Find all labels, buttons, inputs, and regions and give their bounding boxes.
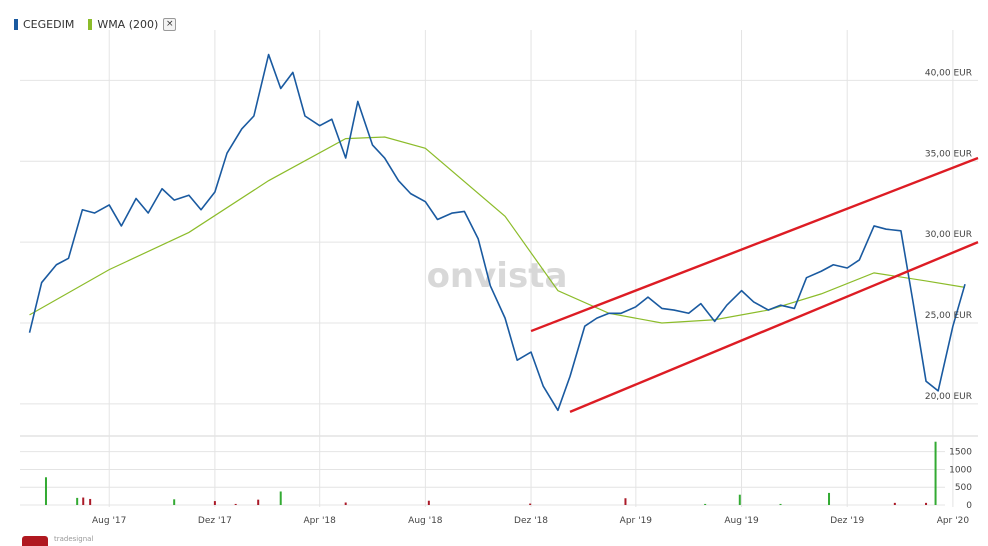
x-tick-label: Aug '18 [408, 516, 443, 526]
legend-item-price[interactable]: CEGEDIM [14, 18, 74, 31]
chart-legend: CEGEDIM WMA (200) × [14, 18, 184, 31]
volume-bar [173, 499, 176, 505]
legend-swatch-price [14, 19, 18, 30]
tradesignal-logo [22, 536, 48, 546]
wma-line [29, 136, 966, 324]
legend-label-wma: WMA (200) [97, 18, 159, 31]
volume-bar [234, 503, 237, 505]
x-axis: Aug '17 Dez '17 Apr '18 Aug '18 Dez '18 Apr '… [92, 516, 969, 526]
volume-bar [344, 502, 347, 505]
price-tick-label: 30,00 EUR [925, 230, 972, 240]
volume-bar [82, 497, 85, 505]
x-tick-label: Aug '19 [724, 516, 759, 526]
channel-lower-line [569, 241, 979, 414]
grid [20, 30, 978, 507]
volume-tick-label: 500 [955, 483, 972, 493]
price-line [28, 53, 966, 412]
volume-bar [213, 501, 216, 505]
volume-bar [624, 498, 627, 505]
x-tick-label: Apr '18 [304, 516, 337, 526]
volume-tick-label: 1000 [949, 465, 972, 475]
volume-tick-label: 0 [966, 501, 972, 511]
legend-label-price: CEGEDIM [23, 18, 75, 31]
x-tick-label: Dez '18 [514, 516, 548, 526]
channel-upper-line [530, 156, 979, 333]
legend-item-wma[interactable]: WMA (200) × [88, 18, 177, 31]
close-icon[interactable]: × [163, 18, 177, 31]
price-tick-label: 25,00 EUR [925, 311, 972, 321]
volume-bar [89, 498, 92, 505]
volume-bar [44, 477, 47, 505]
y-axis-price: 40,00 EUR 35,00 EUR 30,00 EUR 25,00 EUR 20,0… [925, 68, 972, 401]
volume-layer [44, 441, 937, 505]
legend-swatch-wma [88, 19, 93, 30]
watermark: onvista [427, 256, 568, 296]
trend-channel [530, 156, 979, 414]
volume-bar [279, 491, 282, 505]
x-tick-label: Dez '17 [198, 516, 232, 526]
volume-tick-label: 1500 [949, 448, 972, 458]
volume-bar [76, 497, 79, 505]
x-tick-label: Aug '17 [92, 516, 126, 526]
volume-bar [934, 441, 937, 505]
volume-bar [893, 502, 896, 505]
volume-bar [779, 503, 782, 505]
volume-bar [738, 494, 741, 505]
volume-bar [257, 499, 260, 505]
volume-bar [828, 492, 831, 505]
x-tick-label: Apr '20 [937, 516, 970, 526]
volume-bar [704, 503, 707, 505]
volume-bar [427, 500, 430, 505]
y-axis-volume: 1500 1000 500 0 [949, 448, 972, 511]
series-layer [28, 53, 966, 412]
price-tick-label: 20,00 EUR [925, 392, 972, 402]
volume-bar [925, 502, 928, 505]
volume-bar [529, 503, 532, 505]
price-tick-label: 40,00 EUR [925, 68, 972, 78]
x-tick-label: Dez '19 [830, 516, 864, 526]
tradesignal-text: tradesignal [54, 535, 94, 543]
x-tick-label: Apr '19 [620, 516, 653, 526]
price-tick-label: 35,00 EUR [925, 149, 972, 159]
